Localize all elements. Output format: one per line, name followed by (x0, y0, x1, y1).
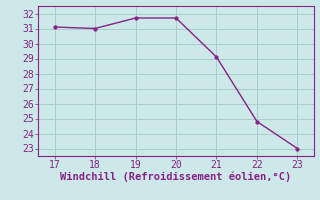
X-axis label: Windchill (Refroidissement éolien,°C): Windchill (Refroidissement éolien,°C) (60, 172, 292, 182)
